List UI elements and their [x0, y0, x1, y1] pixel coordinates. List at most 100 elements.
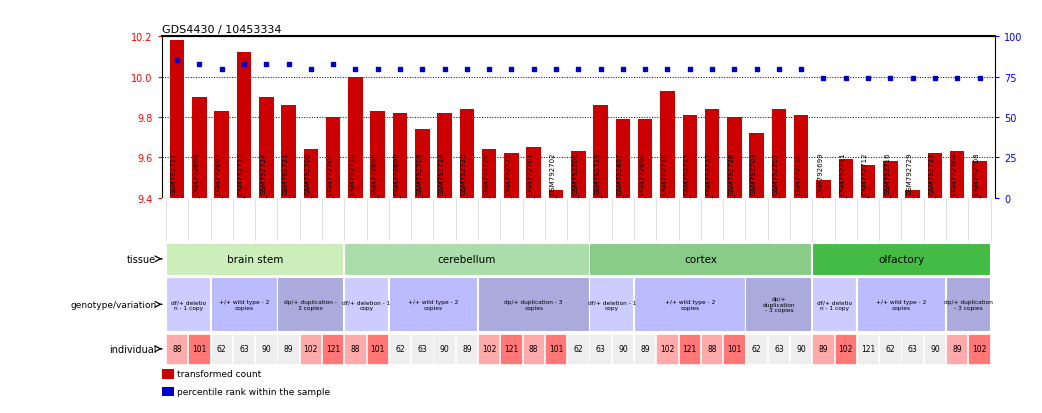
- Text: 63: 63: [774, 344, 784, 354]
- Text: 63: 63: [596, 344, 605, 354]
- Bar: [879, 334, 900, 364]
- Text: df/+ deletion - 1
copy: df/+ deletion - 1 copy: [343, 299, 391, 310]
- Bar: [768, 334, 789, 364]
- Bar: [968, 334, 990, 364]
- Text: olfactory: olfactory: [878, 254, 924, 264]
- Bar: [344, 334, 366, 364]
- Bar: [745, 278, 812, 331]
- Bar: [504, 154, 519, 198]
- Text: 63: 63: [418, 344, 427, 354]
- Text: 88: 88: [172, 344, 182, 354]
- Text: +/+ wild type - 2
copies: +/+ wild type - 2 copies: [219, 299, 269, 310]
- Text: transformed count: transformed count: [177, 369, 262, 378]
- Bar: [215, 112, 229, 198]
- Text: dp/+
duplication
- 3 copies: dp/+ duplication - 3 copies: [763, 297, 795, 313]
- Bar: [835, 334, 857, 364]
- Text: 88: 88: [529, 344, 539, 354]
- Bar: [500, 334, 522, 364]
- Bar: [259, 97, 273, 198]
- Text: 121: 121: [683, 344, 697, 354]
- Text: 89: 89: [819, 344, 828, 354]
- Bar: [950, 152, 965, 198]
- Text: 102: 102: [303, 344, 318, 354]
- Bar: [344, 278, 388, 331]
- Text: 63: 63: [908, 344, 918, 354]
- Bar: [634, 334, 655, 364]
- Bar: [972, 162, 987, 198]
- Bar: [790, 334, 812, 364]
- Text: cortex: cortex: [685, 254, 717, 264]
- Bar: [389, 278, 477, 331]
- Bar: [634, 278, 745, 331]
- Bar: [166, 243, 344, 275]
- Bar: [567, 334, 589, 364]
- Bar: [745, 334, 767, 364]
- Text: 102: 102: [661, 344, 674, 354]
- Bar: [612, 334, 634, 364]
- Bar: [749, 134, 764, 198]
- Text: tissue: tissue: [127, 254, 156, 264]
- Bar: [593, 106, 607, 198]
- Bar: [303, 150, 318, 198]
- Bar: [946, 334, 967, 364]
- Bar: [300, 334, 321, 364]
- Bar: [481, 150, 496, 198]
- Bar: [571, 152, 586, 198]
- Bar: [232, 334, 254, 364]
- Bar: [927, 154, 942, 198]
- Bar: [924, 334, 945, 364]
- Text: +/+ wild type - 2
copies: +/+ wild type - 2 copies: [408, 299, 458, 310]
- Bar: [326, 118, 341, 198]
- Bar: [170, 41, 184, 198]
- Bar: [884, 162, 897, 198]
- Bar: [683, 116, 697, 198]
- Bar: [348, 77, 363, 198]
- Bar: [857, 334, 878, 364]
- Text: individual: individual: [108, 344, 156, 354]
- Text: 62: 62: [752, 344, 762, 354]
- Bar: [371, 112, 384, 198]
- Bar: [478, 334, 499, 364]
- Bar: [237, 53, 251, 198]
- Bar: [839, 160, 853, 198]
- Text: 62: 62: [217, 344, 226, 354]
- Text: cerebellum: cerebellum: [438, 254, 496, 264]
- Bar: [678, 334, 700, 364]
- Bar: [367, 334, 388, 364]
- Text: 121: 121: [504, 344, 519, 354]
- Bar: [813, 243, 990, 275]
- Bar: [460, 109, 474, 198]
- Bar: [638, 120, 652, 198]
- Text: 101: 101: [727, 344, 742, 354]
- Bar: [393, 114, 407, 198]
- Text: 88: 88: [351, 344, 361, 354]
- Bar: [794, 116, 809, 198]
- Bar: [526, 148, 541, 198]
- Bar: [210, 334, 232, 364]
- Bar: [281, 106, 296, 198]
- Bar: [322, 334, 344, 364]
- Text: 102: 102: [839, 344, 853, 354]
- Text: 90: 90: [618, 344, 627, 354]
- Bar: [723, 334, 745, 364]
- Text: 102: 102: [972, 344, 987, 354]
- Text: GDS4430 / 10453334: GDS4430 / 10453334: [162, 25, 281, 35]
- Bar: [901, 334, 923, 364]
- Text: +/+ wild type - 2
copies: +/+ wild type - 2 copies: [876, 299, 926, 310]
- Bar: [590, 243, 812, 275]
- Text: dp/+ duplication
- 3 copies: dp/+ duplication - 3 copies: [944, 299, 993, 310]
- Text: 88: 88: [708, 344, 717, 354]
- Bar: [455, 334, 477, 364]
- Text: 89: 89: [641, 344, 650, 354]
- Bar: [389, 334, 411, 364]
- Bar: [438, 114, 452, 198]
- Bar: [545, 334, 566, 364]
- Bar: [813, 334, 834, 364]
- Bar: [661, 92, 675, 198]
- Bar: [189, 334, 209, 364]
- Text: 89: 89: [462, 344, 472, 354]
- Bar: [656, 334, 677, 364]
- Text: 90: 90: [796, 344, 807, 354]
- Bar: [772, 109, 786, 198]
- Text: dp/+ duplication -
3 copies: dp/+ duplication - 3 copies: [284, 299, 338, 310]
